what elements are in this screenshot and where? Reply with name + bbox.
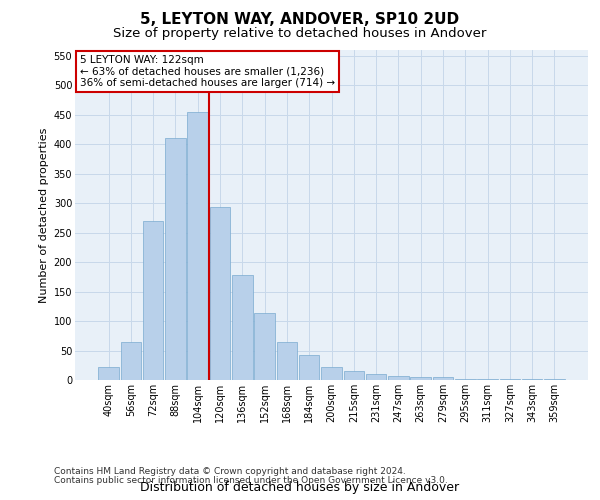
Bar: [98, 367, 119, 380]
Text: Size of property relative to detached houses in Andover: Size of property relative to detached ho…: [113, 28, 487, 40]
Bar: [187, 112, 208, 380]
Bar: [388, 376, 409, 380]
Bar: [500, 379, 520, 380]
Bar: [344, 371, 364, 380]
Y-axis label: Number of detached properties: Number of detached properties: [40, 128, 49, 302]
Bar: [165, 138, 186, 380]
Text: Contains HM Land Registry data © Crown copyright and database right 2024.: Contains HM Land Registry data © Crown c…: [54, 467, 406, 476]
Bar: [321, 367, 342, 380]
Bar: [299, 355, 319, 380]
Bar: [232, 275, 253, 380]
Text: Contains public sector information licensed under the Open Government Licence v3: Contains public sector information licen…: [54, 476, 448, 485]
Bar: [410, 377, 431, 380]
Text: Distribution of detached houses by size in Andover: Distribution of detached houses by size …: [140, 481, 460, 494]
Bar: [455, 379, 476, 380]
Bar: [143, 221, 163, 380]
Bar: [277, 342, 297, 380]
Text: 5, LEYTON WAY, ANDOVER, SP10 2UD: 5, LEYTON WAY, ANDOVER, SP10 2UD: [140, 12, 460, 28]
Bar: [121, 342, 141, 380]
Text: 5 LEYTON WAY: 122sqm
← 63% of detached houses are smaller (1,236)
36% of semi-de: 5 LEYTON WAY: 122sqm ← 63% of detached h…: [80, 55, 335, 88]
Bar: [254, 314, 275, 380]
Bar: [366, 374, 386, 380]
Bar: [210, 208, 230, 380]
Bar: [433, 377, 453, 380]
